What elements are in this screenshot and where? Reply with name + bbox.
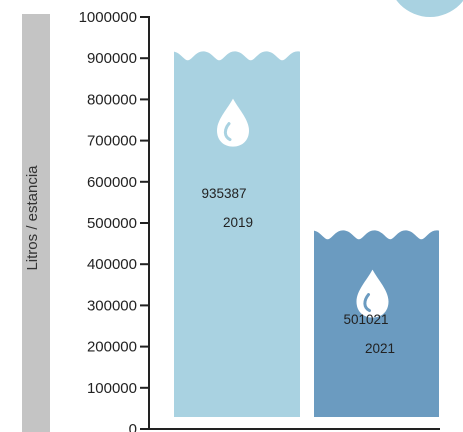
- water-drop-icon: [217, 98, 249, 147]
- y-tick-label: 400000: [87, 256, 137, 273]
- y-tick-label: 1000000: [79, 9, 137, 26]
- bar-2021: [314, 230, 439, 417]
- decorative-circle: [396, 0, 463, 17]
- water-drop-icon: [356, 269, 389, 318]
- bar-value-label: 935387: [201, 186, 246, 201]
- y-tick-label: 100000: [87, 380, 137, 397]
- y-tick-label: 600000: [87, 174, 137, 191]
- y-tick-label: 900000: [87, 50, 137, 67]
- bar-value-label: 501021: [343, 312, 388, 327]
- y-axis-ticks: 0 100000 200000 300000 400000 500000 600000 700…: [79, 9, 149, 432]
- bars: 935387 2019 501021 2021: [174, 51, 439, 417]
- y-tick-label: 300000: [87, 297, 137, 314]
- y-axis-label: Litros / estancia: [24, 165, 41, 271]
- bar-2019: [174, 51, 300, 417]
- y-tick-label: 700000: [87, 133, 137, 150]
- y-tick-label: 200000: [87, 339, 137, 356]
- y-tick-label: 500000: [87, 215, 137, 232]
- ylabel-band: [22, 14, 50, 432]
- y-tick-label: 0: [129, 421, 137, 432]
- bar-category-label: 2019: [223, 215, 253, 230]
- y-tick-label: 800000: [87, 91, 137, 108]
- bar-category-label: 2021: [365, 341, 395, 356]
